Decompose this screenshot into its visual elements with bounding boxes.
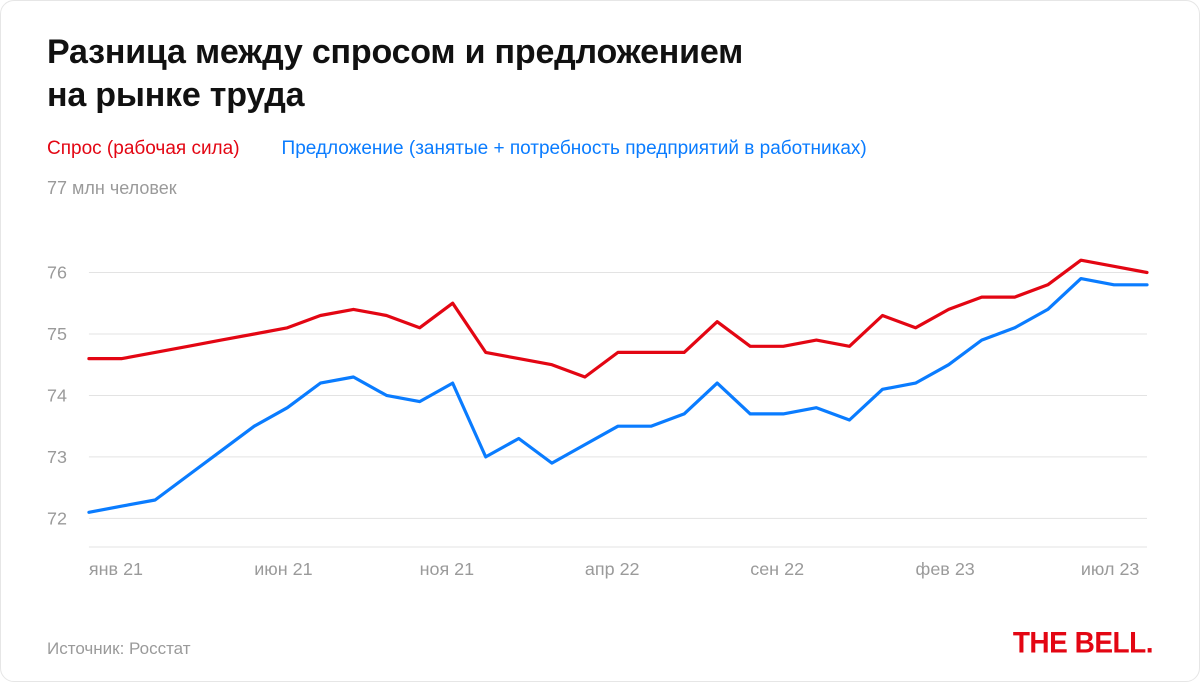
y-axis-top-label: 77 млн человек xyxy=(47,178,1153,199)
chart-card: Разница между спросом и предложением на … xyxy=(0,0,1200,682)
chart-title: Разница между спросом и предложением на … xyxy=(47,31,1153,116)
legend: Спрос (рабочая сила) Предложение (заняты… xyxy=(47,138,1153,160)
x-tick-label: сен 22 xyxy=(750,559,804,579)
x-tick-label: июл 23 xyxy=(1081,559,1140,579)
legend-demand: Спрос (рабочая сила) xyxy=(47,138,240,160)
legend-supply: Предложение (занятые + потребность предп… xyxy=(282,138,867,160)
x-tick-label: ноя 21 xyxy=(420,559,475,579)
x-tick-label: апр 22 xyxy=(585,559,640,579)
series-demand-line xyxy=(89,260,1147,377)
source-label: Источник: Росстат xyxy=(47,639,191,659)
x-tick-label: июн 21 xyxy=(254,559,312,579)
y-tick-label: 74 xyxy=(47,385,67,405)
footer: Источник: Росстат THE BELL. xyxy=(47,627,1153,659)
x-tick-label: янв 21 xyxy=(89,559,143,579)
y-tick-label: 76 xyxy=(47,262,67,282)
y-tick-label: 73 xyxy=(47,447,67,467)
line-chart-svg: 76 75 74 73 72 янв 21 июн 21 ноя 21 апр 22 сен 22… xyxy=(47,207,1153,587)
x-tick-label: фев 23 xyxy=(916,559,975,579)
title-line-1: Разница между спросом и предложением xyxy=(47,33,743,71)
brand-logo: THE BELL. xyxy=(1013,626,1153,660)
chart-plot-area: 76 75 74 73 72 янв 21 июн 21 ноя 21 апр 22 сен 22… xyxy=(47,207,1153,587)
y-tick-label: 72 xyxy=(47,508,67,528)
y-tick-label: 75 xyxy=(47,324,67,344)
title-line-2: на рынке труда xyxy=(47,76,304,114)
